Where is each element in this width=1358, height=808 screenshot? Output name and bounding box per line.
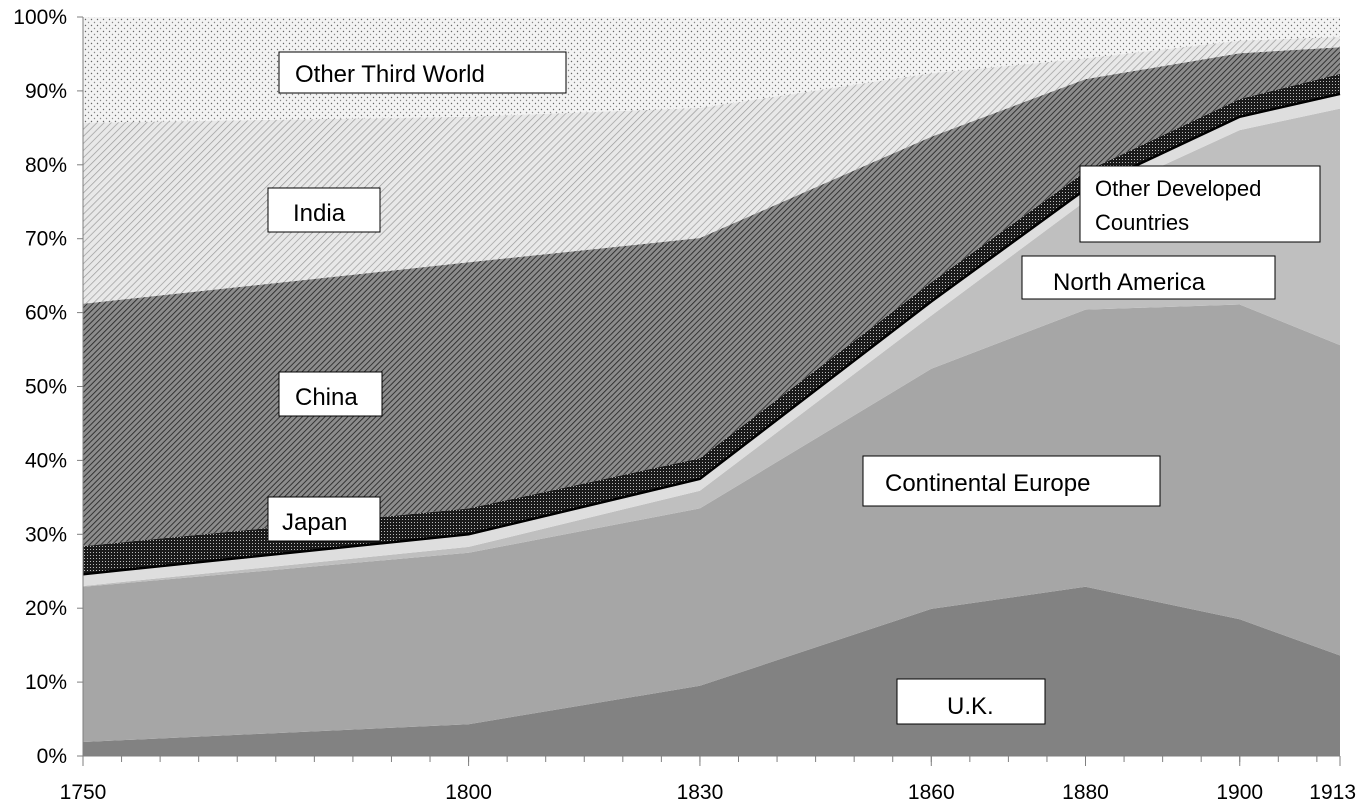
- y-tick-label: 20%: [25, 597, 67, 620]
- label-other-third-world: Other Third World: [278, 51, 567, 94]
- x-tick-label: 1860: [908, 781, 955, 804]
- area-japan: [83, 73, 1340, 575]
- label-uk-text: U.K.: [947, 693, 994, 720]
- y-tick-label: 50%: [25, 376, 67, 399]
- series-areas: [82, 17, 1341, 756]
- y-tick-label: 100%: [13, 6, 67, 29]
- label-japan: Japan: [267, 496, 381, 542]
- label-other-developed-line1: Other Developed: [1095, 176, 1261, 201]
- label-china-text: China: [295, 384, 358, 411]
- x-tick-label: 1913: [1309, 781, 1356, 804]
- x-tick-label: 1880: [1062, 781, 1109, 804]
- label-north-america-text: North America: [1053, 269, 1206, 296]
- label-other-developed-line2: Countries: [1095, 210, 1189, 235]
- label-uk: U.K.: [896, 678, 1046, 725]
- label-north-america: North America: [1021, 255, 1276, 300]
- label-india-text: India: [293, 200, 346, 227]
- y-tick-label: 90%: [25, 80, 67, 103]
- label-china: China: [278, 371, 383, 417]
- area-continental-europe: [83, 304, 1340, 742]
- y-tick-label: 70%: [25, 228, 67, 251]
- y-tick-label: 60%: [25, 302, 67, 325]
- x-tick-label: 1830: [677, 781, 724, 804]
- area-china: [83, 47, 1340, 547]
- x-tick-label: 1750: [60, 781, 107, 804]
- y-tick-label: 40%: [25, 449, 67, 472]
- label-other-developed: Other Developed Countries: [1079, 165, 1321, 243]
- series-labels: Other Third World India China Japan Othe…: [267, 51, 1321, 725]
- area-north-america: [83, 108, 1340, 587]
- y-tick-label: 30%: [25, 523, 67, 546]
- developed-boundary-line: [82, 92, 1341, 576]
- area-india: [83, 37, 1340, 304]
- axes: 0% 10% 20% 30% 40% 50% 60% 70% 80% 90% 100% 1750 180…: [13, 6, 1356, 804]
- y-tick-label: 0%: [37, 745, 67, 768]
- label-continental-europe-text: Continental Europe: [885, 470, 1090, 497]
- x-tick-label: 1800: [445, 781, 492, 804]
- y-tick-label: 80%: [25, 154, 67, 177]
- y-tick-label: 10%: [25, 671, 67, 694]
- label-india: India: [267, 187, 381, 233]
- area-other-third-world: [83, 17, 1340, 123]
- label-japan-text: Japan: [282, 509, 347, 536]
- label-continental-europe: Continental Europe: [862, 455, 1161, 507]
- label-other-third-world-text: Other Third World: [295, 61, 485, 88]
- x-tick-label: 1900: [1216, 781, 1263, 804]
